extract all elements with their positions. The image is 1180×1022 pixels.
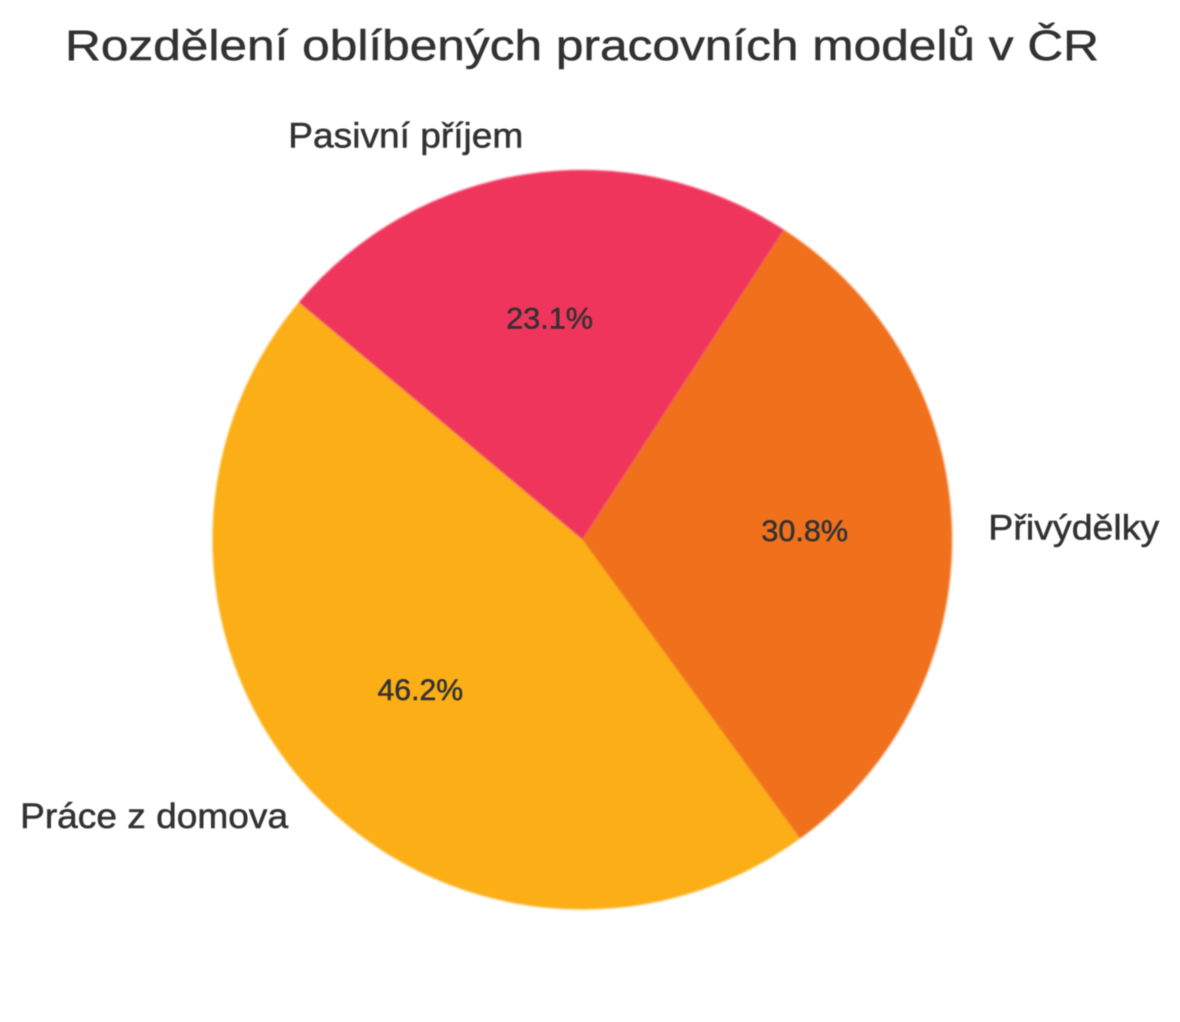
svg-text:23.1%: 23.1% — [506, 303, 593, 335]
svg-text:Práce z domova: Práce z domova — [20, 796, 288, 836]
svg-text:46.2%: 46.2% — [378, 675, 464, 707]
svg-text:30.8%: 30.8% — [761, 516, 848, 548]
svg-text:Přivýdělky: Přivýdělky — [988, 508, 1159, 548]
svg-text:Pasivní příjem: Pasivní příjem — [288, 115, 523, 155]
svg-text:Rozdělení oblíbených pracovníc: Rozdělení oblíbených pracovních modelů v… — [65, 22, 1099, 70]
